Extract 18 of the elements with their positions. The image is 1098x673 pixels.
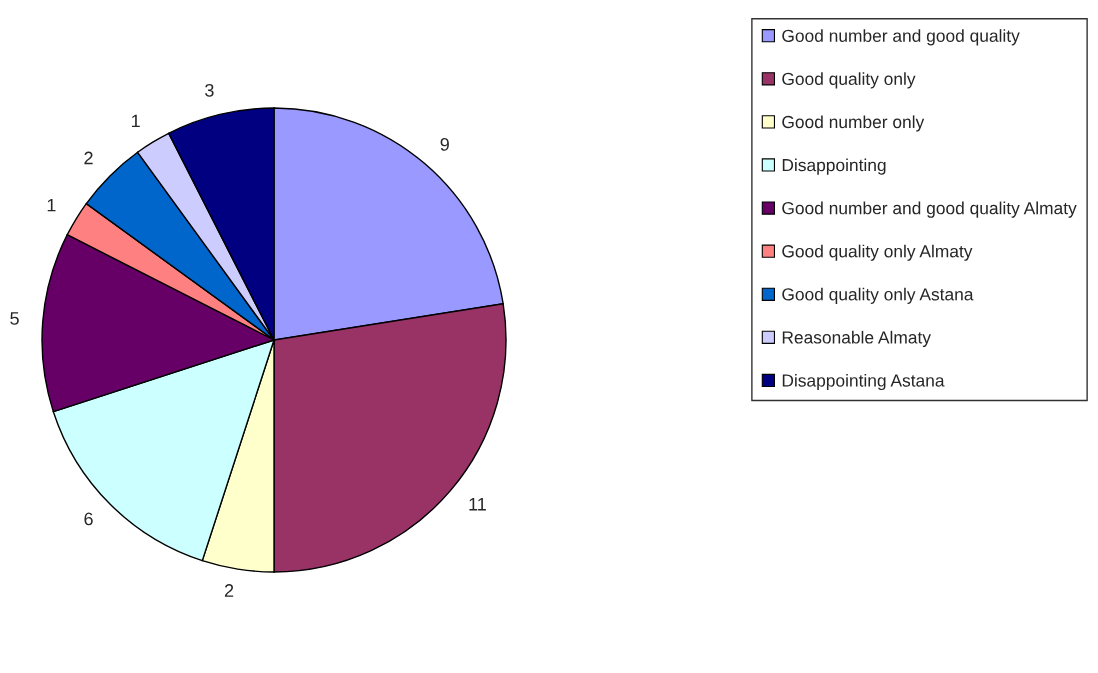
data-label: 1 <box>47 198 56 212</box>
data-label: 6 <box>84 512 93 526</box>
legend-label: Good number only <box>782 115 925 132</box>
data-label: 9 <box>440 138 449 151</box>
data-label: 2 <box>224 584 234 597</box>
data-label: 1 <box>131 114 140 128</box>
legend-label: Good number and good quality Almaty <box>782 201 1077 218</box>
legend-label: Good quality only Almaty <box>782 244 973 261</box>
data-label: 3 <box>205 83 214 97</box>
legend-label: Reasonable Almaty <box>782 330 931 348</box>
legend-label: Disappointing <box>782 158 886 175</box>
data-label: 2 <box>84 151 93 165</box>
legend-label: Good number and good quality <box>782 29 1020 46</box>
legend-label: Good quality only Astana <box>782 287 974 304</box>
data-label: 11 <box>469 497 486 511</box>
legend-label: Good quality only <box>782 72 916 89</box>
data-label: 5 <box>10 312 19 325</box>
legend-label: Disappointing Astana <box>782 373 945 391</box>
